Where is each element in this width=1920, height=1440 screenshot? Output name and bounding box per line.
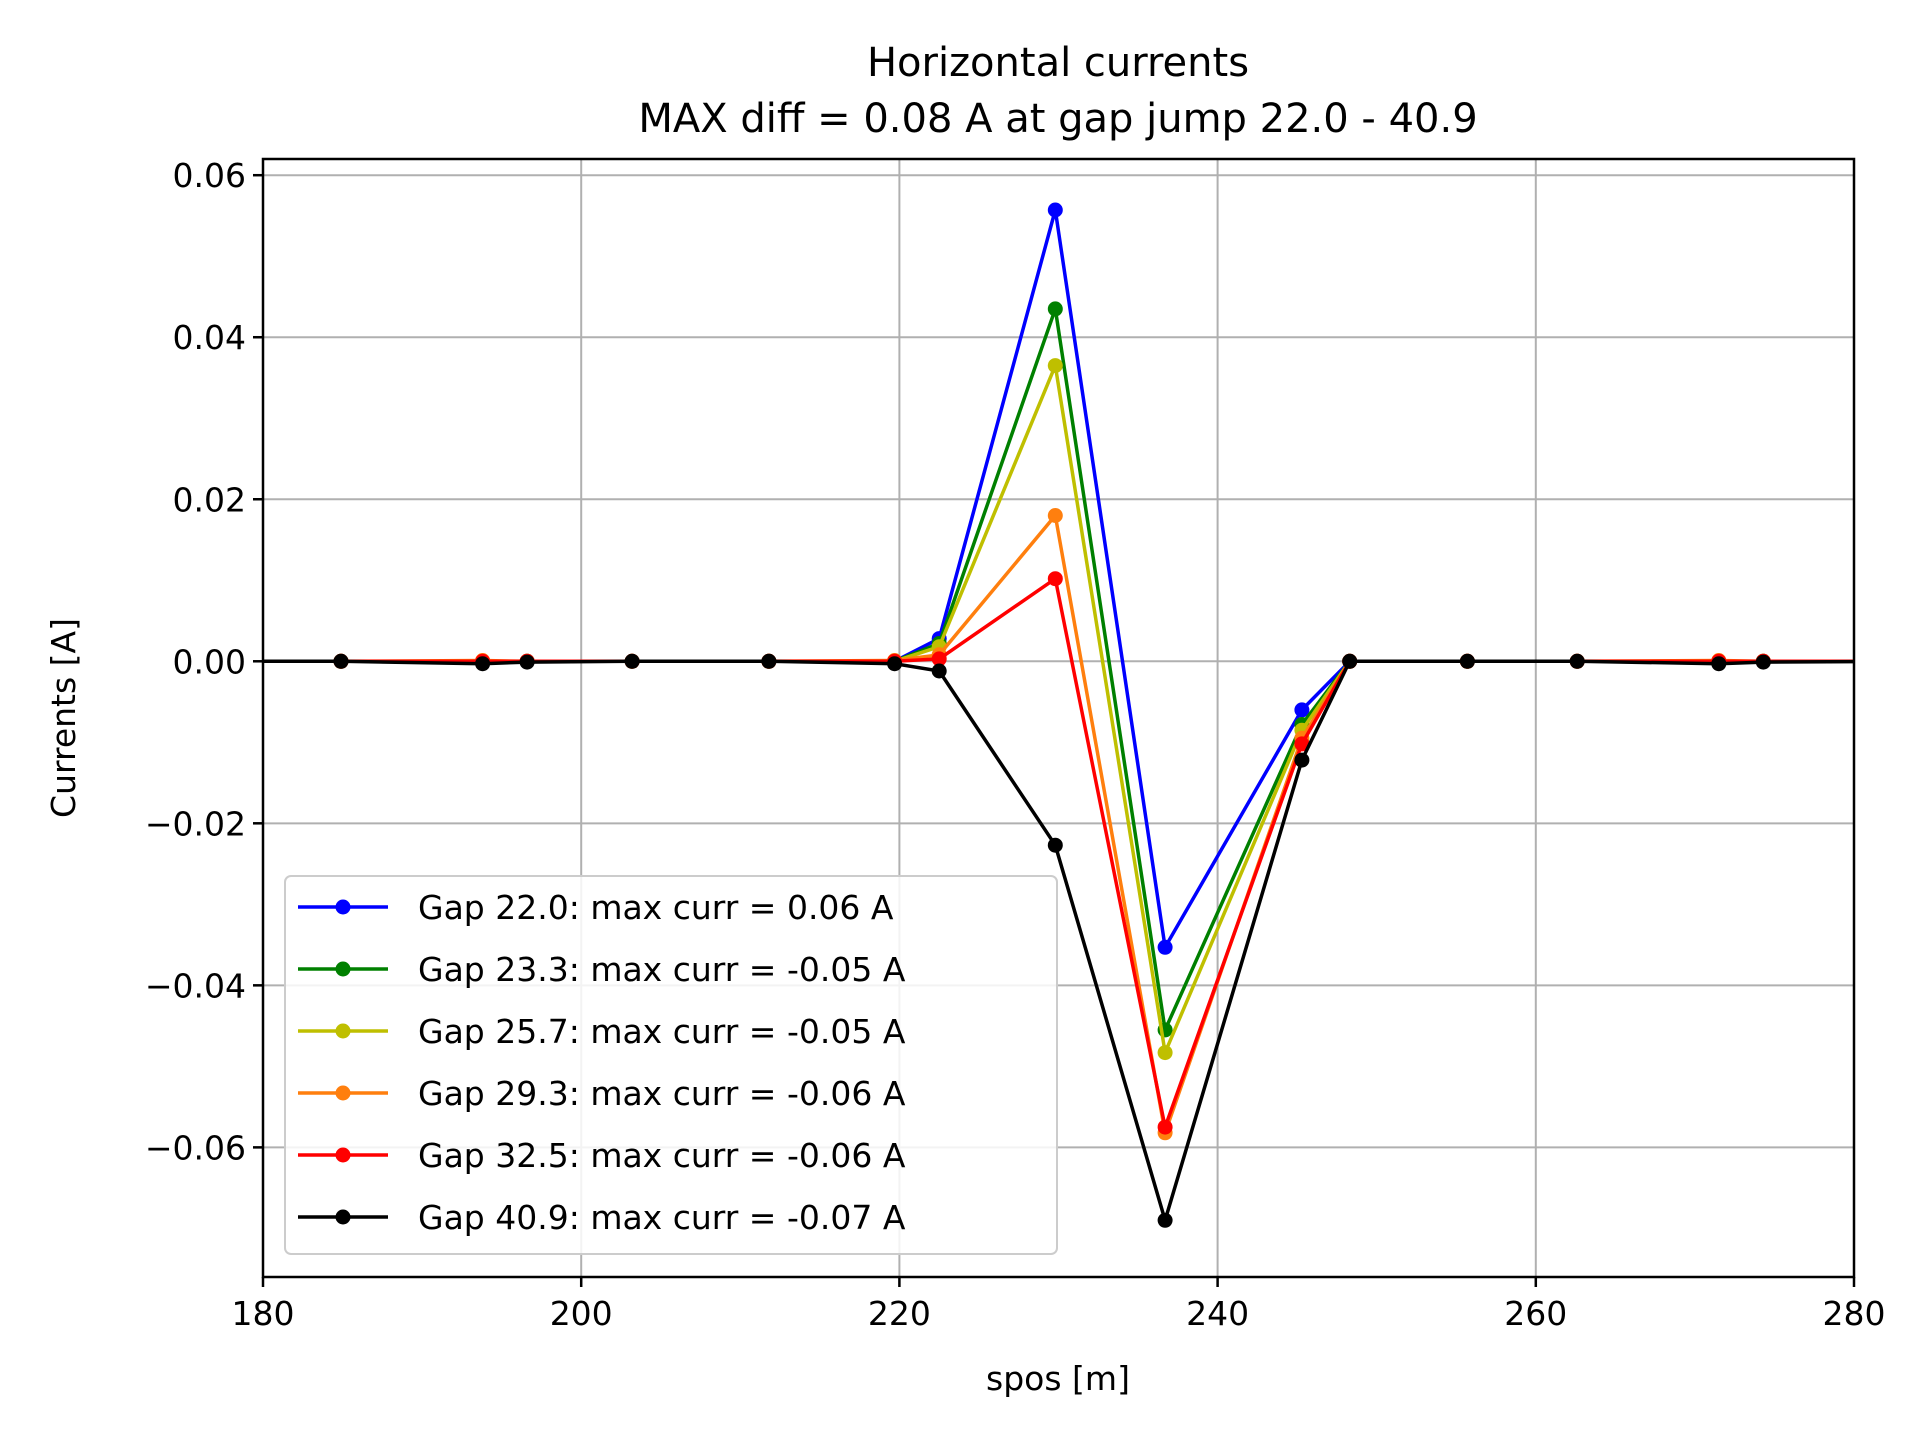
data-point — [931, 651, 947, 667]
data-point — [1459, 653, 1475, 669]
data-point — [1894, 654, 1909, 669]
legend-label: Gap 25.7: max curr = -0.05 A — [418, 1012, 906, 1051]
legend-label: Gap 40.9: max curr = -0.07 A — [418, 1198, 906, 1237]
y-tick-label: −0.04 — [145, 966, 246, 1005]
legend-item: Gap 40.9: max curr = -0.07 A — [298, 1198, 906, 1237]
x-tick-label: 200 — [550, 1294, 613, 1333]
x-tick-label: 240 — [1186, 1294, 1249, 1333]
legend-item: Gap 25.7: max curr = -0.05 A — [298, 1012, 906, 1051]
legend-swatch-marker — [335, 1023, 351, 1039]
legend-label: Gap 23.3: max curr = -0.05 A — [418, 950, 906, 989]
data-point — [475, 656, 491, 672]
data-point — [1894, 654, 1909, 669]
data-point — [1157, 1045, 1173, 1061]
data-point — [1755, 654, 1771, 670]
data-point — [1047, 202, 1063, 218]
axis-ticks: 180 200 220 240 260 280 −0.06 −0.04 −0.02 0.00 0.0… — [145, 156, 1886, 1333]
data-point — [931, 663, 947, 679]
legend-item: Gap 23.3: max curr = -0.05 A — [298, 950, 906, 989]
legend-label: Gap 29.3: max curr = -0.06 A — [418, 1074, 906, 1113]
y-tick-label: 0.02 — [173, 480, 246, 519]
chart-title: Horizontal currents — [867, 40, 1249, 86]
data-point — [1294, 702, 1310, 718]
y-tick-label: 0.06 — [173, 156, 246, 195]
data-point — [1047, 571, 1063, 587]
legend-swatch-marker — [335, 899, 351, 915]
data-point — [1294, 752, 1310, 768]
legend-swatch-marker — [335, 1147, 351, 1163]
y-tick-label: −0.06 — [145, 1128, 246, 1167]
series-6 — [263, 653, 1909, 1228]
data-point — [1711, 656, 1727, 672]
data-point — [1157, 1212, 1173, 1228]
y-tick-label: −0.02 — [145, 804, 246, 843]
legend-swatch-marker — [335, 1209, 351, 1225]
data-point — [1047, 837, 1063, 853]
data-point — [1342, 653, 1358, 669]
y-axis-label: Currents [A] — [44, 618, 83, 818]
data-point — [1294, 736, 1310, 752]
x-tick-label: 260 — [1504, 1294, 1567, 1333]
series-layer — [263, 202, 1909, 1228]
y-tick-label: 0.00 — [173, 642, 246, 681]
data-point — [761, 653, 777, 669]
legend: Gap 22.0: max curr = 0.06 A Gap 23.3: max… — [284, 875, 1058, 1255]
data-point — [887, 656, 903, 672]
data-point — [1894, 654, 1909, 669]
data-point — [1157, 939, 1173, 955]
y-tick-label: 0.04 — [173, 318, 246, 357]
chart-subtitle: MAX diff = 0.08 A at gap jump 22.0 - 40.… — [638, 96, 1477, 142]
data-point — [1047, 508, 1063, 523]
data-point — [1047, 301, 1063, 317]
legend-item: Gap 22.0: max curr = 0.06 A — [298, 888, 894, 927]
legend-item: Gap 29.3: max curr = -0.06 A — [298, 1074, 906, 1113]
plot-frame — [261, 157, 1856, 1279]
legend-label: Gap 22.0: max curr = 0.06 A — [418, 888, 894, 927]
x-tick-label: 220 — [868, 1294, 931, 1333]
data-point — [1894, 654, 1909, 669]
data-point — [1894, 654, 1909, 669]
data-point — [1157, 1119, 1173, 1135]
data-point — [624, 653, 640, 669]
data-point — [1569, 653, 1585, 669]
x-tick-label: 280 — [1823, 1294, 1886, 1333]
legend-swatch-marker — [335, 1085, 351, 1101]
legend-swatch-marker — [335, 961, 351, 977]
data-point — [1894, 654, 1909, 669]
x-axis-label: spos [m] — [986, 1359, 1130, 1398]
legend-item: Gap 32.5: max curr = -0.06 A — [298, 1136, 906, 1175]
data-point — [519, 654, 535, 670]
legend-label: Gap 32.5: max curr = -0.06 A — [418, 1136, 906, 1175]
data-point — [1047, 358, 1063, 374]
legend-box — [284, 875, 1058, 1255]
data-point — [333, 653, 349, 669]
x-tick-label: 180 — [232, 1294, 295, 1333]
